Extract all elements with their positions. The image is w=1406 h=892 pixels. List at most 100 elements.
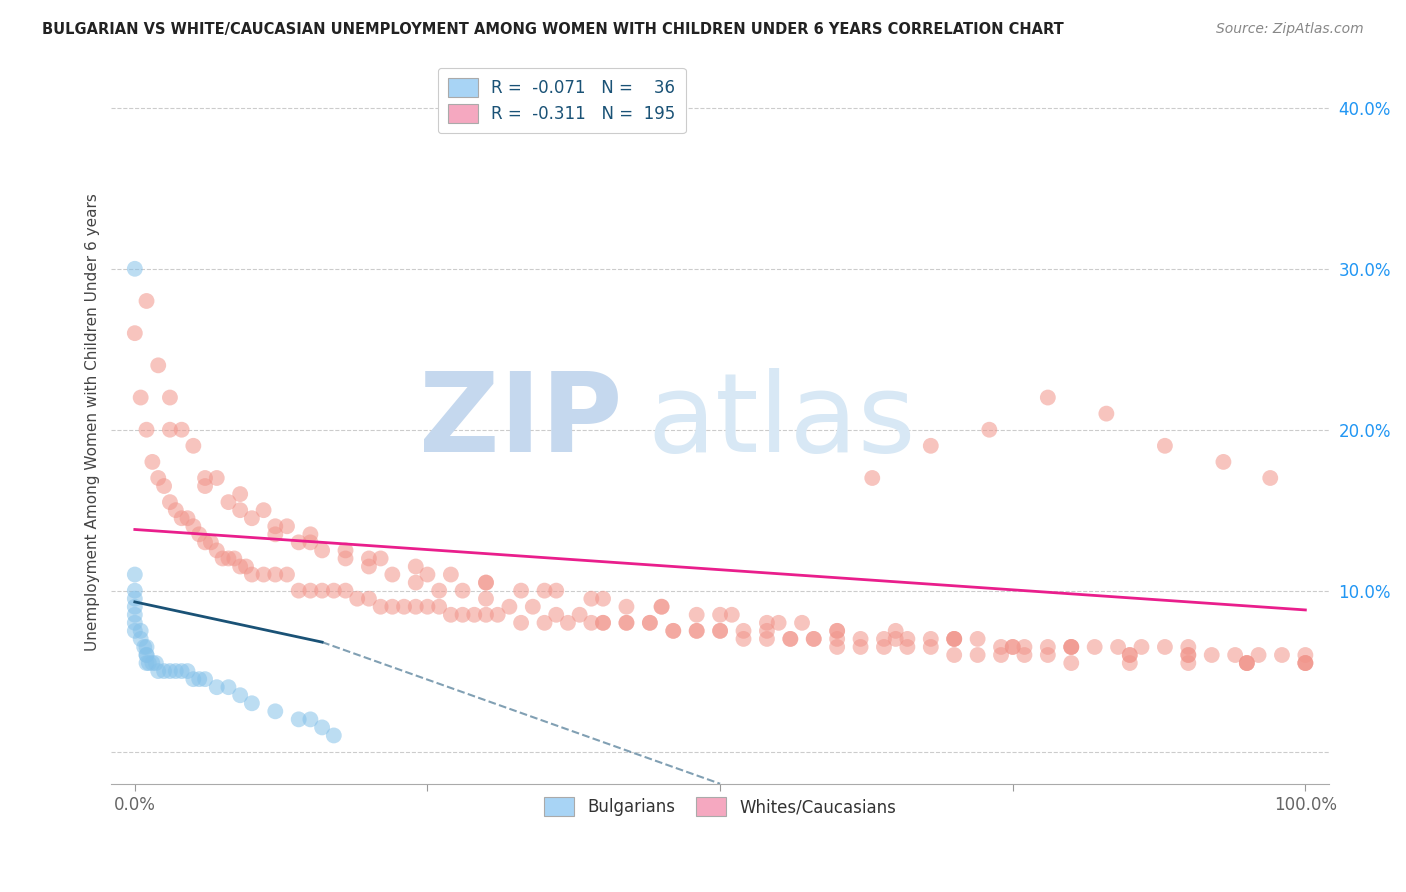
Point <box>825 624 848 638</box>
Point <box>124 624 146 638</box>
Point <box>240 696 263 710</box>
Point <box>229 503 252 517</box>
Point <box>849 632 872 646</box>
Point <box>1236 656 1258 670</box>
Point <box>299 527 322 541</box>
Point <box>129 391 152 405</box>
Point <box>825 640 848 654</box>
Point <box>141 656 163 670</box>
Point <box>381 567 404 582</box>
Point <box>299 535 322 549</box>
Point <box>370 551 392 566</box>
Point <box>322 583 344 598</box>
Point <box>124 591 146 606</box>
Point <box>884 624 907 638</box>
Point <box>135 656 157 670</box>
Point <box>148 359 170 373</box>
Point <box>638 615 661 630</box>
Point <box>346 591 368 606</box>
Point <box>873 632 896 646</box>
Point <box>264 527 287 541</box>
Point <box>129 624 152 638</box>
Point <box>148 664 170 678</box>
Point <box>533 583 555 598</box>
Point <box>1177 640 1199 654</box>
Point <box>896 632 918 646</box>
Point <box>264 704 287 718</box>
Point <box>135 640 157 654</box>
Point <box>159 391 181 405</box>
Point <box>440 607 463 622</box>
Point <box>392 599 415 614</box>
Point <box>170 664 193 678</box>
Point <box>651 599 673 614</box>
Point <box>1060 640 1083 654</box>
Point <box>135 648 157 662</box>
Point <box>943 632 966 646</box>
Point <box>183 672 205 686</box>
Point <box>1036 640 1059 654</box>
Point <box>990 648 1012 662</box>
Point <box>1095 407 1118 421</box>
Point <box>124 326 146 340</box>
Point <box>159 423 181 437</box>
Point <box>920 439 942 453</box>
Point <box>264 567 287 582</box>
Point <box>1247 648 1270 662</box>
Point <box>486 607 509 622</box>
Point <box>311 720 333 734</box>
Point <box>709 624 731 638</box>
Point <box>287 535 309 549</box>
Point <box>510 583 533 598</box>
Point <box>709 607 731 622</box>
Point <box>510 615 533 630</box>
Point <box>1036 648 1059 662</box>
Point <box>335 543 357 558</box>
Point <box>311 543 333 558</box>
Point <box>194 535 217 549</box>
Point <box>299 583 322 598</box>
Point <box>966 648 988 662</box>
Point <box>287 712 309 726</box>
Point <box>124 607 146 622</box>
Point <box>194 471 217 485</box>
Point <box>825 624 848 638</box>
Point <box>1177 648 1199 662</box>
Point <box>176 664 198 678</box>
Point <box>1294 648 1316 662</box>
Point <box>860 471 883 485</box>
Point <box>145 656 167 670</box>
Point <box>522 599 544 614</box>
Point <box>1119 648 1142 662</box>
Point <box>240 511 263 525</box>
Point <box>1084 640 1107 654</box>
Text: atlas: atlas <box>647 368 915 475</box>
Point <box>159 664 181 678</box>
Point <box>733 624 755 638</box>
Point <box>165 664 187 678</box>
Point <box>322 729 344 743</box>
Point <box>1294 656 1316 670</box>
Point <box>135 648 157 662</box>
Point <box>662 624 685 638</box>
Point <box>183 519 205 533</box>
Point <box>124 615 146 630</box>
Point <box>217 680 239 694</box>
Point <box>568 607 591 622</box>
Point <box>124 599 146 614</box>
Point <box>252 503 274 517</box>
Point <box>165 503 187 517</box>
Point <box>200 535 222 549</box>
Point <box>138 656 160 670</box>
Point <box>686 624 709 638</box>
Point <box>755 632 778 646</box>
Point <box>592 615 614 630</box>
Point <box>1001 640 1024 654</box>
Point <box>1119 656 1142 670</box>
Point <box>194 672 217 686</box>
Point <box>638 615 661 630</box>
Point <box>1177 656 1199 670</box>
Point <box>440 567 463 582</box>
Text: BULGARIAN VS WHITE/CAUCASIAN UNEMPLOYMENT AMONG WOMEN WITH CHILDREN UNDER 6 YEAR: BULGARIAN VS WHITE/CAUCASIAN UNEMPLOYMEN… <box>42 22 1064 37</box>
Point <box>651 599 673 614</box>
